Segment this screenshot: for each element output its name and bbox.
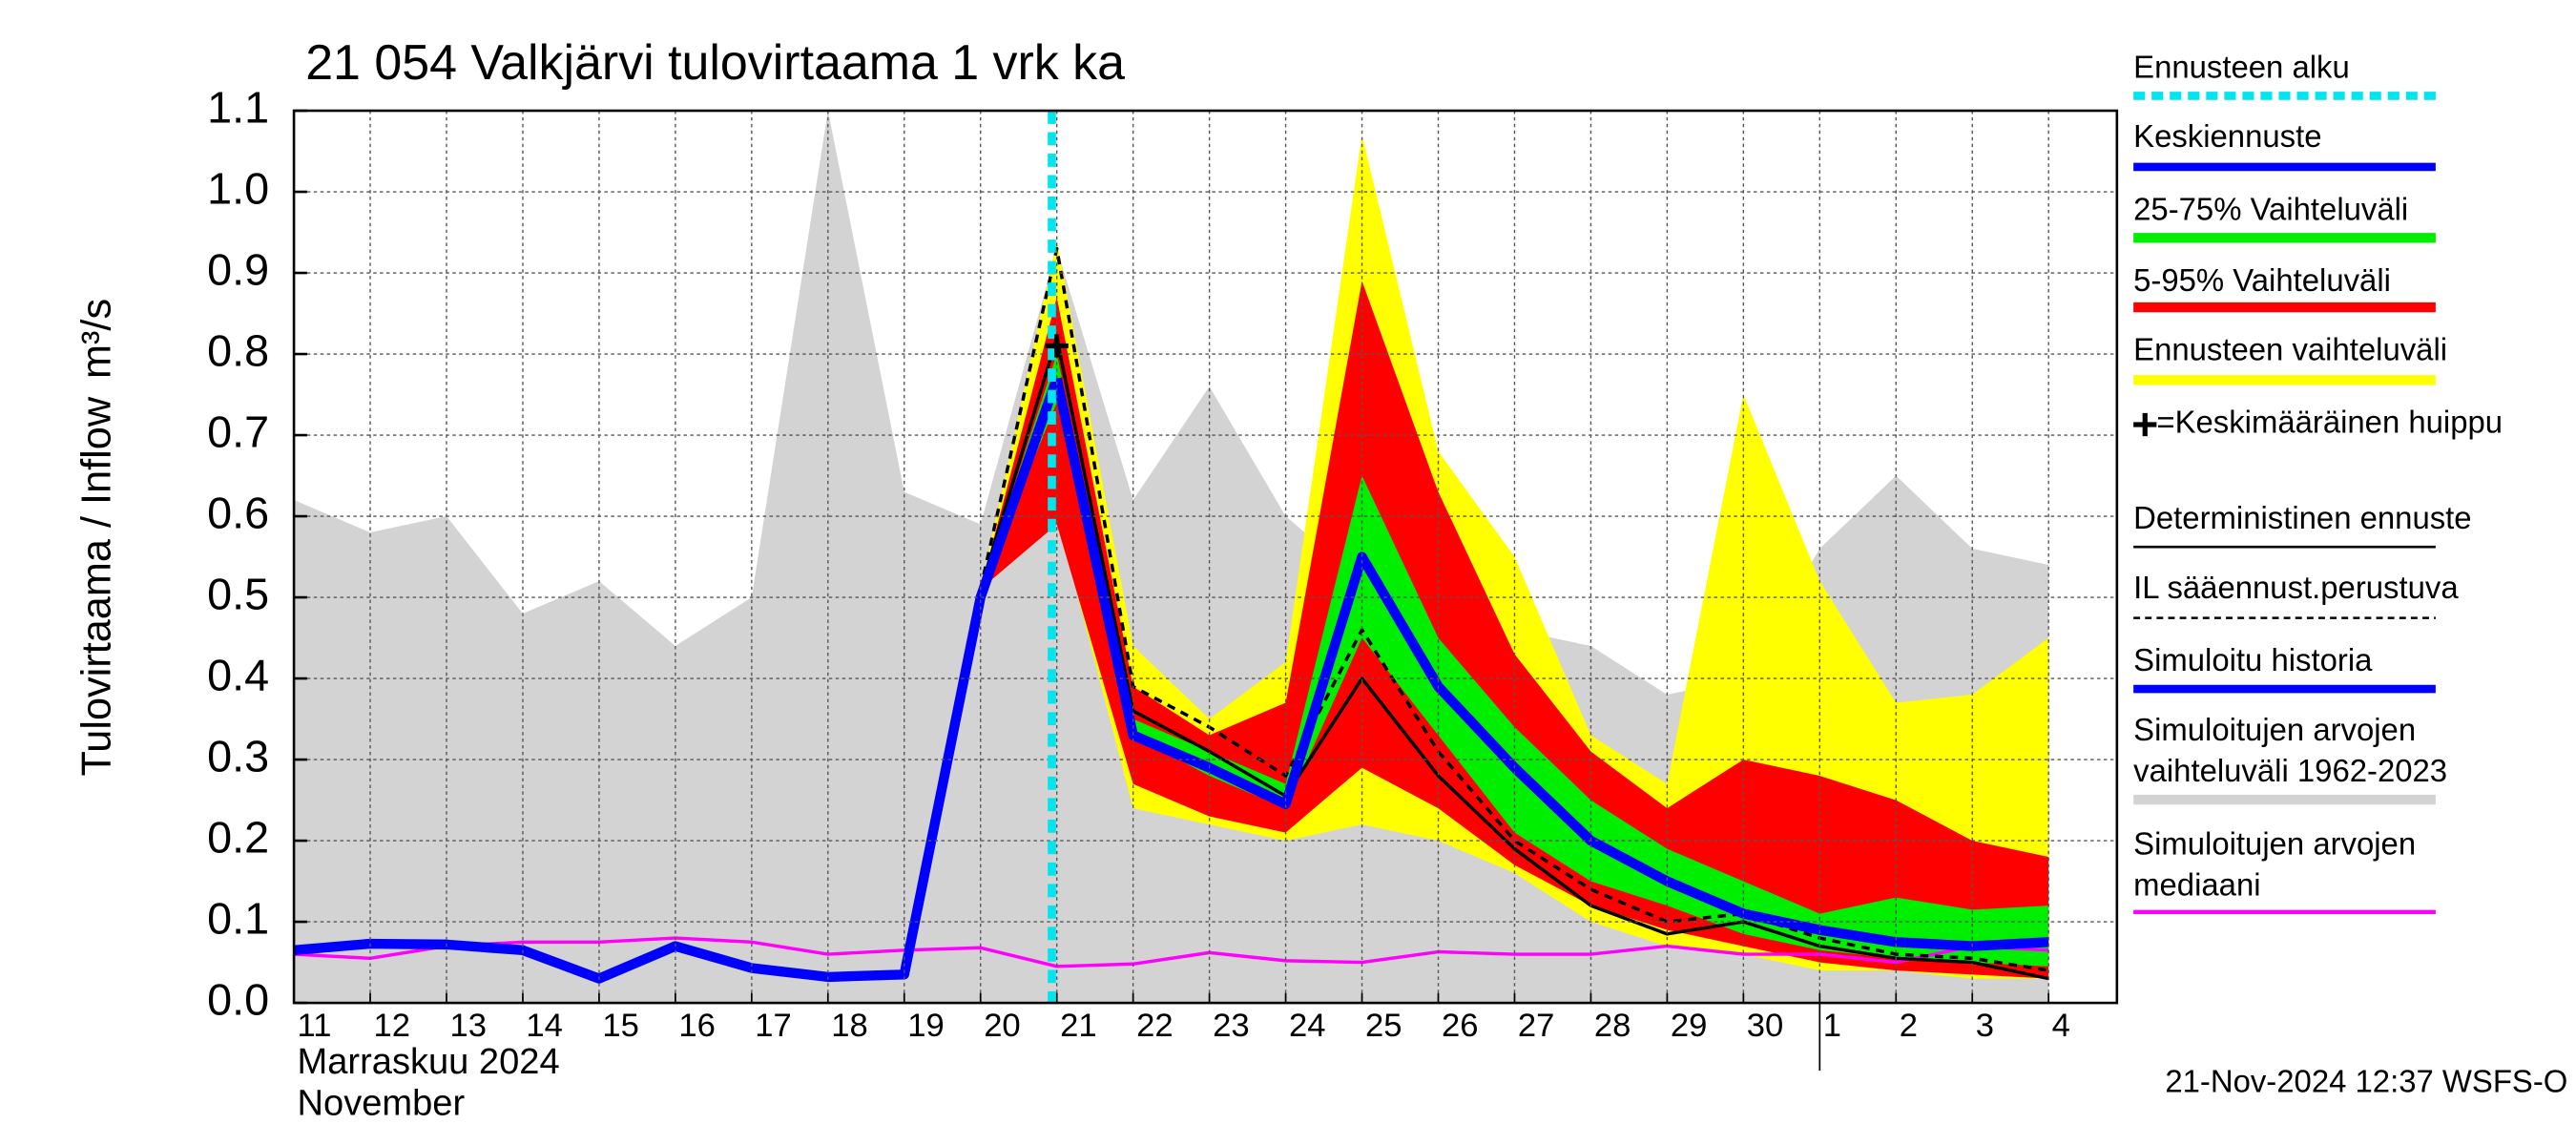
legend-label: Ennusteen vaihteluväli	[2133, 332, 2447, 367]
x-tick-label: 16	[678, 1008, 715, 1044]
y-tick-label: 0.0	[207, 974, 269, 1024]
y-tick-label: 1.1	[207, 82, 269, 132]
x-tick-label: 18	[831, 1008, 867, 1044]
x-tick-label: 30	[1747, 1008, 1783, 1044]
legend-label: Deterministinen ennuste	[2133, 500, 2471, 535]
data-layer	[294, 111, 2049, 1004]
y-tick-label: 0.4	[207, 650, 269, 699]
chart-title: 21 054 Valkjärvi tulovirtaama 1 vrk ka	[305, 35, 1125, 91]
legend-label: Keskiennuste	[2133, 118, 2321, 154]
y-tick-label: 0.2	[207, 812, 269, 862]
legend-label: mediaani	[2133, 867, 2260, 903]
x-tick-label: 22	[1136, 1008, 1173, 1044]
peak-marker	[1045, 334, 1069, 358]
x-tick-label: 21	[1060, 1008, 1096, 1044]
y-tick-label: 0.8	[207, 325, 269, 375]
series-line	[979, 246, 2049, 972]
footer: 21-Nov-2024 12:37 WSFS-O	[2165, 1064, 2567, 1099]
month-label: Marraskuu 2024	[298, 1042, 560, 1082]
legend-label: Simuloitujen arvojen	[2133, 712, 2416, 747]
y-axis-unit: m³/s	[73, 299, 119, 379]
x-tick-label: 29	[1671, 1008, 1707, 1044]
legend-label: 25-75% Vaihteluväli	[2133, 191, 2408, 226]
x-tick-label: 19	[907, 1008, 944, 1044]
x-tick-label: 4	[2052, 1008, 2070, 1044]
legend: Ennusteen alku Keskiennuste 25-75% Vaihtel…	[2133, 49, 2503, 915]
x-tick-label: 1	[1823, 1008, 1841, 1044]
y-tick-label: 0.7	[207, 406, 269, 456]
y-tick-label: 0.3	[207, 731, 269, 781]
series-line	[294, 936, 2049, 968]
legend-label: Ennusteen alku	[2133, 49, 2350, 84]
legend-label: =Keskimääräinen huippu	[2156, 405, 2503, 440]
band	[980, 354, 2049, 967]
x-tick-label: 13	[449, 1008, 486, 1044]
x-tick-label: 14	[526, 1008, 562, 1044]
legend-label: Simuloitujen arvojen	[2133, 825, 2416, 861]
x-tick-label: 23	[1213, 1008, 1249, 1044]
series-line	[1051, 377, 2049, 951]
x-tick-label: 17	[755, 1008, 791, 1044]
y-axis-label: Tulovirtaama / Inflow	[73, 396, 119, 776]
legend-label: Simuloitu historia	[2133, 642, 2373, 677]
legend-marker	[2133, 412, 2157, 437]
y-tick-label: 0.1	[207, 893, 269, 943]
x-tick-label: 25	[1365, 1008, 1402, 1044]
y-tick-label: 1.0	[207, 163, 269, 213]
x-tick-label: 15	[602, 1008, 638, 1044]
x-tick-label: 26	[1442, 1008, 1478, 1044]
x-tick-label: 28	[1594, 1008, 1631, 1044]
y-tick-label: 0.5	[207, 569, 269, 618]
x-tick-label: 3	[1976, 1008, 1994, 1044]
month-label-en: November	[298, 1083, 466, 1123]
series-line	[979, 336, 2049, 981]
x-tick-label: 24	[1289, 1008, 1325, 1044]
legend-label: IL sääennust.perustuva	[2133, 570, 2459, 605]
y-tick-label: 0.6	[207, 488, 269, 537]
plot-frame	[292, 109, 2119, 1005]
y-tick-label: 0.9	[207, 244, 269, 294]
legend-label: vaihteluväli 1962-2023	[2133, 753, 2447, 788]
legend-label: 5-95% Vaihteluväli	[2133, 262, 2391, 298]
x-tick-label: 20	[984, 1008, 1020, 1044]
plot-area	[292, 109, 2119, 1072]
x-tick-label: 12	[374, 1008, 410, 1044]
x-tick-label: 27	[1518, 1008, 1554, 1044]
x-tick-label: 2	[1900, 1008, 1918, 1044]
x-tick-label: 11	[298, 1008, 332, 1044]
band	[980, 281, 2049, 979]
